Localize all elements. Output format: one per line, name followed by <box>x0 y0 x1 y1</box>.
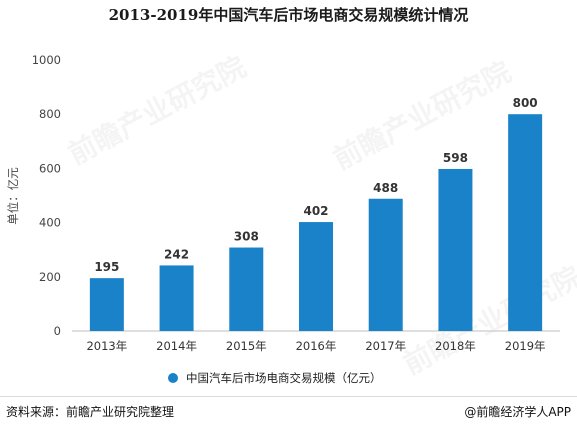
x-tick-label: 2017年 <box>365 339 406 353</box>
footer-divider <box>0 396 577 397</box>
watermark-text: 前瞻产业研究院 <box>398 260 577 381</box>
data-label: 598 <box>443 151 468 165</box>
bar <box>508 114 543 331</box>
x-tick-label: 2014年 <box>156 339 197 353</box>
footer: 资料来源：前瞻产业研究院整理 @前瞻经济学人APP <box>0 396 577 431</box>
data-label: 488 <box>373 181 398 195</box>
source-note: 资料来源：前瞻产业研究院整理 <box>6 405 175 419</box>
data-label: 242 <box>164 247 189 261</box>
x-tick-label: 2016年 <box>296 339 337 353</box>
y-tick-label: 1000 <box>32 53 61 67</box>
chart-legend: 中国汽车后市场电商交易规模（亿元） <box>168 370 382 386</box>
x-tick-label: 2018年 <box>435 339 476 353</box>
y-tick-label: 600 <box>39 161 61 175</box>
data-label: 800 <box>513 96 538 110</box>
bar <box>89 278 124 331</box>
y-tick-label: 0 <box>54 324 61 338</box>
bar <box>368 198 403 331</box>
data-label: 308 <box>234 230 259 244</box>
x-tick-label: 2015年 <box>226 339 267 353</box>
x-tick-label: 2013年 <box>86 339 127 353</box>
y-tick-label: 200 <box>39 270 61 284</box>
bar <box>229 247 264 331</box>
y-axis-title: 单位：亿元 <box>6 167 20 225</box>
y-tick-label: 400 <box>39 216 61 230</box>
x-tick-label: 2019年 <box>505 339 546 353</box>
data-label: 195 <box>94 260 119 274</box>
y-tick-label: 800 <box>39 107 61 121</box>
legend-marker <box>168 373 178 383</box>
legend-label: 中国汽车后市场电商交易规模（亿元） <box>186 371 382 385</box>
credit-note: @前瞻经济学人APP <box>464 405 571 419</box>
watermark-text: 前瞻产业研究院 <box>63 50 252 171</box>
chart-title: 2013-2019年中国汽车后市场电商交易规模统计情况 <box>108 6 469 24</box>
bar <box>159 265 194 331</box>
data-label: 402 <box>303 204 328 218</box>
watermark-text: 前瞻产业研究院 <box>328 55 517 176</box>
bar <box>299 222 333 331</box>
bar <box>438 168 473 331</box>
